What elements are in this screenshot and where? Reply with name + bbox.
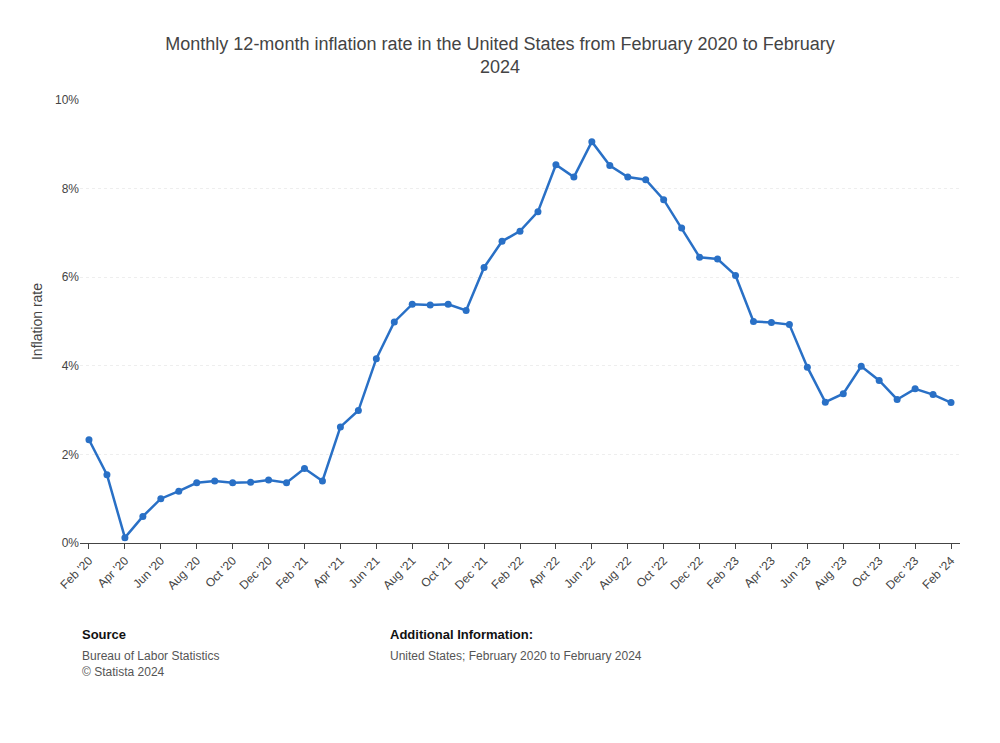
svg-text:Jun '20: Jun '20 — [130, 554, 167, 591]
svg-text:Oct '22: Oct '22 — [634, 554, 671, 591]
svg-text:Dec '21: Dec '21 — [452, 554, 491, 593]
svg-text:Bureau of Labor Statistics© St: Bureau of Labor Statistics© Statista 202… — [82, 649, 219, 679]
svg-text:Jun '21: Jun '21 — [346, 554, 383, 591]
svg-text:Source: Source — [82, 627, 126, 642]
svg-text:Apr '23: Apr '23 — [741, 554, 778, 591]
svg-text:Apr '21: Apr '21 — [310, 554, 347, 591]
svg-text:Dec '22: Dec '22 — [668, 554, 707, 593]
svg-text:Jun '23: Jun '23 — [777, 554, 814, 591]
svg-text:Feb '23: Feb '23 — [704, 554, 742, 592]
svg-text:4%: 4% — [62, 359, 80, 373]
svg-text:Feb '24: Feb '24 — [919, 554, 957, 592]
svg-text:Aug '22: Aug '22 — [596, 554, 635, 593]
svg-text:Dec '20: Dec '20 — [237, 554, 276, 593]
svg-text:6%: 6% — [62, 270, 80, 284]
svg-text:Apr '20: Apr '20 — [95, 554, 132, 591]
svg-text:Aug '23: Aug '23 — [811, 554, 850, 593]
svg-text:0%: 0% — [62, 536, 80, 550]
svg-text:Aug '20: Aug '20 — [165, 554, 204, 593]
svg-text:Inflation rate: Inflation rate — [29, 283, 45, 360]
svg-text:Oct '20: Oct '20 — [202, 554, 239, 591]
svg-text:Jun '22: Jun '22 — [561, 554, 598, 591]
svg-text:Feb '21: Feb '21 — [273, 554, 311, 592]
svg-text:Oct '23: Oct '23 — [849, 554, 886, 591]
svg-text:2%: 2% — [62, 448, 80, 462]
svg-text:8%: 8% — [62, 182, 80, 196]
svg-text:Oct '21: Oct '21 — [418, 554, 455, 591]
svg-text:Feb '22: Feb '22 — [488, 554, 526, 592]
svg-text:Apr '22: Apr '22 — [526, 554, 563, 591]
svg-text:United States; February 2020 t: United States; February 2020 to February… — [390, 649, 642, 663]
svg-text:Dec '23: Dec '23 — [883, 554, 922, 593]
svg-text:Additional Information:: Additional Information: — [390, 627, 533, 642]
svg-text:Aug '21: Aug '21 — [380, 554, 419, 593]
svg-text:Monthly 12-month inflation rat: Monthly 12-month inflation rate in the U… — [165, 34, 834, 77]
svg-text:Feb '20: Feb '20 — [57, 554, 95, 592]
svg-text:10%: 10% — [55, 93, 79, 107]
